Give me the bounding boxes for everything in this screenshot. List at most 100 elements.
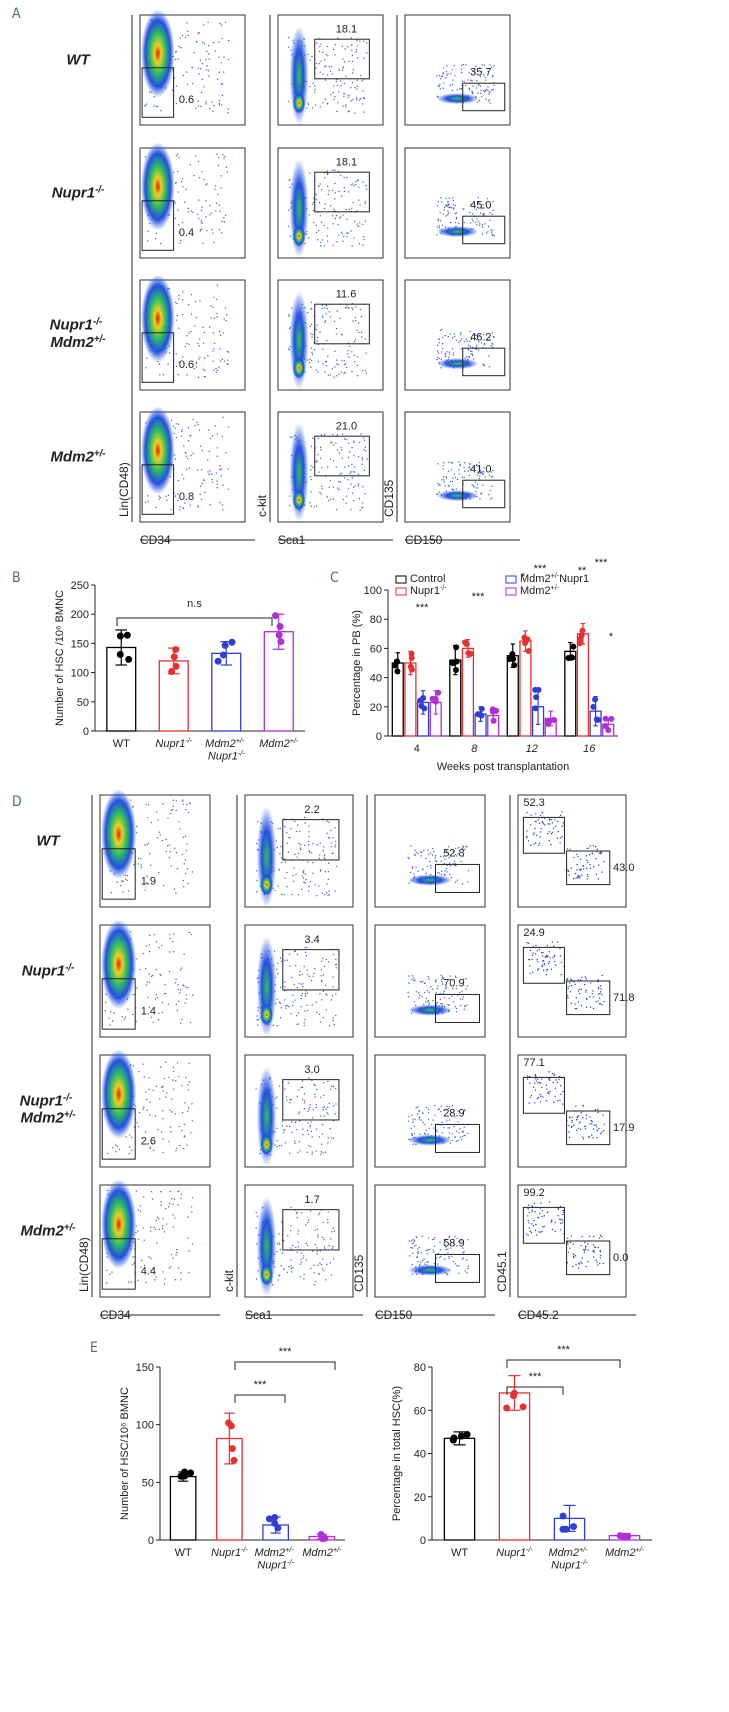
event-dot (154, 1228, 157, 1231)
event-dot (450, 461, 453, 464)
event-dot (429, 852, 432, 854)
event-dot (291, 1244, 294, 1247)
gate-value: 2.2 (304, 804, 319, 816)
event-dot (315, 42, 318, 44)
replicate-dot (510, 655, 517, 662)
bracket (234, 1394, 286, 1403)
event-dot (184, 1135, 186, 1137)
axis-label: c-kit (255, 494, 269, 517)
event-dot (546, 968, 549, 971)
event-dot (436, 358, 438, 361)
event-dot (184, 36, 187, 39)
event-dot (310, 505, 312, 507)
event-dot (350, 37, 352, 39)
event-dot (227, 108, 230, 110)
event-dot (586, 847, 588, 850)
event-dot (191, 1243, 194, 1245)
event-dot (472, 220, 474, 222)
event-dot (122, 880, 124, 882)
event-dot (212, 360, 214, 362)
event-dot (168, 856, 171, 859)
axis-label: CD150 (375, 1308, 413, 1322)
event-dot (255, 1088, 257, 1090)
event-dot (424, 991, 426, 994)
event-dot (175, 978, 177, 981)
event-dot (312, 843, 314, 845)
event-dot (338, 488, 340, 491)
event-dot (179, 1145, 181, 1147)
gate-value: 0.4 (179, 227, 194, 239)
event-dot (357, 473, 360, 475)
event-dot (300, 1252, 302, 1254)
event-dot (301, 1080, 304, 1082)
event-dot (582, 1136, 584, 1138)
event-dot (493, 65, 495, 67)
event-dot (161, 1002, 164, 1004)
event-dot (362, 40, 365, 43)
event-dot (554, 1230, 556, 1233)
event-dot (582, 865, 585, 867)
event-dot (176, 153, 179, 155)
event-dot (147, 500, 150, 502)
event-dot (332, 1227, 334, 1229)
event-dot (314, 104, 317, 106)
event-dot (589, 1116, 591, 1118)
event-dot (220, 82, 223, 85)
replicate-dot (624, 1532, 632, 1540)
y-axis-label: Percentage in PB (%) (351, 610, 363, 716)
event-dot (490, 66, 493, 68)
event-dot (277, 962, 279, 964)
event-dot (421, 1235, 423, 1238)
event-dot (187, 1110, 189, 1112)
density (101, 919, 137, 1009)
event-dot (491, 233, 493, 236)
event-dot (345, 502, 347, 504)
event-dot (443, 206, 446, 209)
event-dot (308, 825, 310, 827)
event-dot (451, 83, 454, 86)
event-dot (535, 944, 537, 947)
event-dot (462, 848, 464, 850)
event-dot (325, 360, 328, 363)
event-dot (288, 179, 291, 182)
event-dot (175, 892, 177, 894)
event-dot (326, 103, 328, 105)
event-dot (185, 455, 188, 457)
event-dot (351, 370, 353, 373)
annotation: ** (578, 565, 587, 577)
event-dot (113, 1012, 115, 1014)
event-dot (534, 820, 537, 823)
event-dot (198, 358, 200, 360)
event-dot (280, 1144, 283, 1147)
event-dot (217, 193, 219, 196)
event-dot (461, 998, 464, 1000)
event-dot (348, 442, 350, 444)
event-dot (317, 885, 320, 887)
event-dot (320, 1115, 322, 1117)
event-dot (147, 842, 150, 844)
event-dot (478, 478, 480, 480)
event-dot (316, 1228, 319, 1231)
event-dot (319, 457, 322, 460)
event-dot (221, 83, 224, 86)
event-dot (323, 856, 326, 859)
event-dot (422, 980, 424, 983)
event-dot (554, 955, 556, 958)
event-dot (319, 869, 322, 871)
event-dot (343, 363, 346, 366)
event-dot (354, 319, 357, 322)
replicate-dot (535, 686, 542, 693)
event-dot (436, 204, 439, 207)
event-dot (166, 499, 168, 501)
event-dot (358, 186, 360, 188)
event-dot (346, 235, 348, 238)
event-dot (319, 854, 321, 856)
event-dot (576, 1118, 578, 1121)
event-dot (464, 1110, 466, 1112)
event-dot (322, 239, 324, 241)
event-dot (469, 345, 471, 348)
event-dot (170, 809, 172, 811)
event-dot (284, 1088, 286, 1090)
bracket (116, 617, 273, 626)
event-dot (200, 498, 203, 500)
